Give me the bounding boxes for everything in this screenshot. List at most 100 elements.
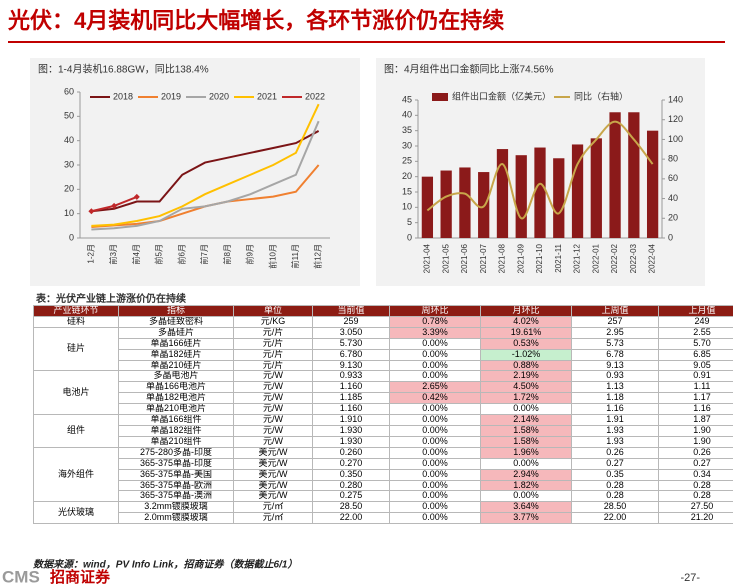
table-cell: 0.88% — [480, 359, 572, 372]
table-cell: 0.00% — [389, 414, 481, 426]
table-cell: 0.53% — [480, 337, 572, 350]
y2-tick-label: 140 — [668, 94, 683, 104]
legend-label: 2022 — [305, 91, 325, 101]
column-header: 当前值 — [312, 305, 390, 317]
table-cell: 0.280 — [312, 479, 390, 492]
bar — [440, 170, 452, 238]
table-cell: 0.78% — [389, 315, 481, 328]
table-cell: 1.160 — [312, 381, 390, 394]
x-tick-label: 2022-02 — [610, 243, 619, 273]
source-note: 数据来源：wind，PV Info Link，招商证券（数据截止6/1） — [33, 559, 297, 571]
table-cell: 美元/W — [233, 457, 313, 470]
table-cell: 元/W — [233, 370, 313, 383]
x-tick-label: 2022-04 — [648, 243, 657, 273]
table-cell: 单晶166电池片 — [118, 381, 234, 394]
table-cell: 0.933 — [312, 370, 390, 383]
table-cell: 9.05 — [658, 359, 733, 372]
table-cell: 单晶210组件 — [118, 435, 234, 448]
column-header: 指标 — [118, 305, 234, 317]
y-tick-label: 25 — [402, 156, 412, 166]
table-row: 单晶182电池片 元/W 1.185 0.42% 1.72% 1.18 1.17 — [34, 392, 733, 405]
x-tick-label: 2021-05 — [441, 243, 450, 273]
page-title: 光伏：4月装机同比大幅增长，各环节涨价仍在持续 — [7, 8, 504, 33]
table-cell: 多晶电池片 — [118, 370, 234, 383]
table-cell: 元/KG — [233, 315, 313, 328]
y2-tick-label: 20 — [668, 213, 678, 223]
table-cell: 元/W — [233, 435, 313, 448]
y-tick-label: 10 — [402, 202, 412, 212]
page-number: -27- — [680, 572, 700, 584]
table-cell: 365-375单晶-澳洲 — [118, 490, 234, 503]
table-cell: 1.72% — [480, 392, 572, 405]
table-row: 单晶210组件 元/W 1.930 0.00% 1.58% 1.93 1.90 — [34, 435, 733, 448]
marker — [88, 208, 95, 215]
table-cell: 单晶166组件 — [118, 414, 234, 426]
table-cell: 5.730 — [312, 337, 390, 350]
table-cell: 元/片 — [233, 359, 313, 372]
y2-tick-label: 40 — [668, 193, 678, 203]
bar — [459, 167, 471, 238]
table-cell: 多晶硅片 — [118, 326, 234, 339]
bar — [628, 112, 640, 238]
table-cell: 3.2mm镀膜玻璃 — [118, 501, 234, 514]
legend-label: 组件出口金额（亿美元） — [452, 90, 551, 101]
table-cell: 0.93 — [571, 370, 659, 383]
table-cell: 275-280多晶-印度 — [118, 446, 234, 459]
table-cell: 2.94% — [480, 468, 572, 481]
table-cell: 0.275 — [312, 490, 390, 503]
table-cell: 多晶硅致密料 — [118, 315, 234, 328]
table-cell: 0.00% — [389, 359, 481, 372]
table-row: 365-375单晶-欧洲 美元/W 0.280 0.00% 1.82% 0.28 0.28 — [34, 479, 733, 492]
table-cell: 9.13 — [571, 359, 659, 372]
y-tick-label: 60 — [64, 86, 74, 96]
table-cell: 元/片 — [233, 326, 313, 339]
table-cell: 1.16 — [658, 403, 733, 416]
table-cell: 2.14% — [480, 414, 572, 426]
x-tick-label: 前11月 — [290, 244, 300, 268]
table-cell: 单晶182电池片 — [118, 392, 234, 405]
x-tick-label: 2021-09 — [516, 243, 525, 273]
table-row: 365-375单晶-美国 美元/W 0.350 0.00% 2.94% 0.35 0.34 — [34, 468, 733, 481]
column-header: 上月值 — [658, 305, 733, 317]
table-cell: 0.270 — [312, 457, 390, 470]
table-cell: 0.00% — [389, 435, 481, 448]
y-tick-label: 0 — [407, 232, 412, 242]
y2-tick-label: 120 — [668, 114, 683, 124]
table-cell: 257 — [571, 315, 659, 328]
table-cell: 单晶210硅片 — [118, 359, 234, 372]
table-cell: 美元/W — [233, 490, 313, 503]
table-cell: 28.50 — [312, 501, 390, 514]
table-cell: 1.930 — [312, 435, 390, 448]
table-cell: 1.930 — [312, 424, 390, 437]
table-cell: 元/W — [233, 403, 313, 416]
table-cell: 2.55 — [658, 326, 733, 339]
table-cell: 0.00% — [389, 424, 481, 437]
table-cell: 28.50 — [571, 501, 659, 514]
table-cell: 4.50% — [480, 381, 572, 394]
table-cell: 2.95 — [571, 326, 659, 339]
table-cell: 1.17 — [658, 392, 733, 405]
legend-swatch — [432, 93, 448, 101]
table-row: 海外组件 275-280多晶-印度 美元/W 0.260 0.00% 1.96% 0.26 0… — [33, 446, 733, 503]
table-cell: 22.00 — [312, 512, 390, 525]
x-tick-label: 前12月 — [313, 244, 323, 269]
table-row: 光伏玻璃 3.2mm镀膜玻璃 元/㎡ 28.50 0.00% 3.64% 28.50 27.5… — [33, 501, 733, 525]
table-row: 单晶182组件 元/W 1.930 0.00% 1.58% 1.93 1.90 — [34, 424, 733, 437]
group-cell: 硅料 — [33, 315, 119, 328]
table-cell: 5.73 — [571, 337, 659, 350]
bar — [590, 138, 602, 238]
table-cell: 2.0mm镀膜玻璃 — [118, 512, 234, 525]
x-tick-label: 2021-06 — [460, 243, 469, 273]
table-cell: 1.13 — [571, 381, 659, 394]
table-cell: 1.87 — [658, 414, 733, 426]
table-cell: 3.77% — [480, 512, 572, 525]
table-cell: 美元/W — [233, 479, 313, 492]
table-cell: 19.61% — [480, 326, 572, 339]
table-cell: 1.93 — [571, 435, 659, 448]
x-tick-label: 前8月 — [222, 244, 232, 264]
x-tick-label: 前3月 — [108, 244, 118, 264]
table-cell: -1.02% — [480, 348, 572, 361]
table-cell: 1.90 — [658, 435, 733, 448]
table-cell: 1.18 — [571, 392, 659, 405]
